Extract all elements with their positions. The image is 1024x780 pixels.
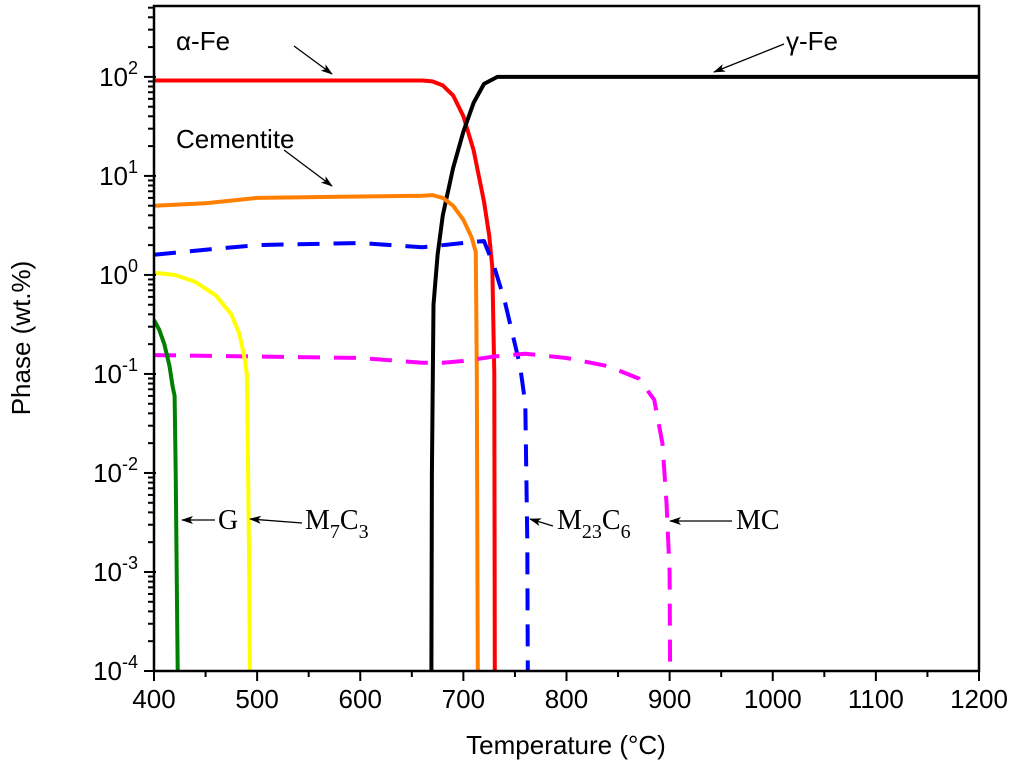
ticks-layer: [144, 6, 980, 681]
annotation-m23c6-label: M23C6: [557, 505, 631, 543]
annotation-m7c3: M7C3: [249, 505, 369, 543]
annotation-cementite-label: Cementite: [176, 124, 295, 154]
y-tick-label: 10-1: [93, 355, 138, 389]
y-tick-label: 10-3: [93, 553, 138, 587]
y-axis-title: Phase (wt.%): [6, 261, 36, 416]
annotation-m23c6: M23C6: [529, 505, 631, 543]
series-line-g: [152, 319, 180, 672]
y-tick-label: 100: [99, 256, 138, 290]
annotation-alpha-fe: α-Fe: [176, 26, 333, 75]
annotation-m7c3-label: M7C3: [305, 505, 369, 543]
series-line-m7c3: [153, 270, 252, 672]
y-tick-label: 10-4: [93, 652, 138, 686]
series-line-mc: [153, 351, 673, 672]
x-tick-label: 1000: [744, 684, 802, 714]
series-layer: [152, 74, 979, 672]
annotation-gamma-fe: γ-Fe: [713, 26, 838, 73]
annotation-cementite-arrow: [283, 149, 333, 187]
y-tick-labels: 102 101 100 10-1 10-2 10-3 10-4: [93, 58, 138, 686]
x-tick-label: 400: [132, 684, 175, 714]
x-tick-label: 600: [339, 684, 382, 714]
x-tick-label: 1100: [848, 684, 904, 714]
annotation-alpha-fe-label: α-Fe: [176, 26, 230, 56]
annotation-gamma-fe-label: γ-Fe: [786, 26, 838, 56]
y-tick-label: 102: [99, 58, 138, 92]
annotation-mc-label: MC: [736, 505, 780, 536]
series-line-cementite: [153, 193, 480, 672]
annotation-g: G: [181, 505, 238, 536]
plot-frame: [152, 4, 981, 673]
annotation-m23c6-arrow: [529, 518, 554, 527]
x-tick-label: 1200: [950, 684, 1008, 714]
annotation-g-label: G: [218, 505, 238, 536]
annotation-mc: MC: [669, 505, 780, 536]
x-tick-label: 500: [235, 684, 278, 714]
x-tick-label: 700: [442, 684, 485, 714]
annotation-alpha-fe-arrow: [293, 45, 333, 75]
annotation-m7c3-arrow: [249, 515, 303, 524]
series-line-gamma-fe: [429, 74, 979, 672]
y-tick-label: 101: [99, 157, 138, 191]
annotation-gamma-fe-arrow: [713, 43, 785, 73]
x-tick-label: 800: [545, 684, 588, 714]
x-axis-title: Temperature (°C): [466, 730, 666, 760]
series-line-m23c6: [153, 239, 530, 672]
series-line-alpha-fe: [154, 78, 497, 672]
x-tick-label: 900: [648, 684, 691, 714]
annotation-cementite: Cementite: [176, 124, 333, 187]
y-tick-label: 10-2: [93, 454, 138, 488]
x-tick-labels: 400 500 600 700 800 900 1000 1100 1200: [132, 684, 1008, 714]
